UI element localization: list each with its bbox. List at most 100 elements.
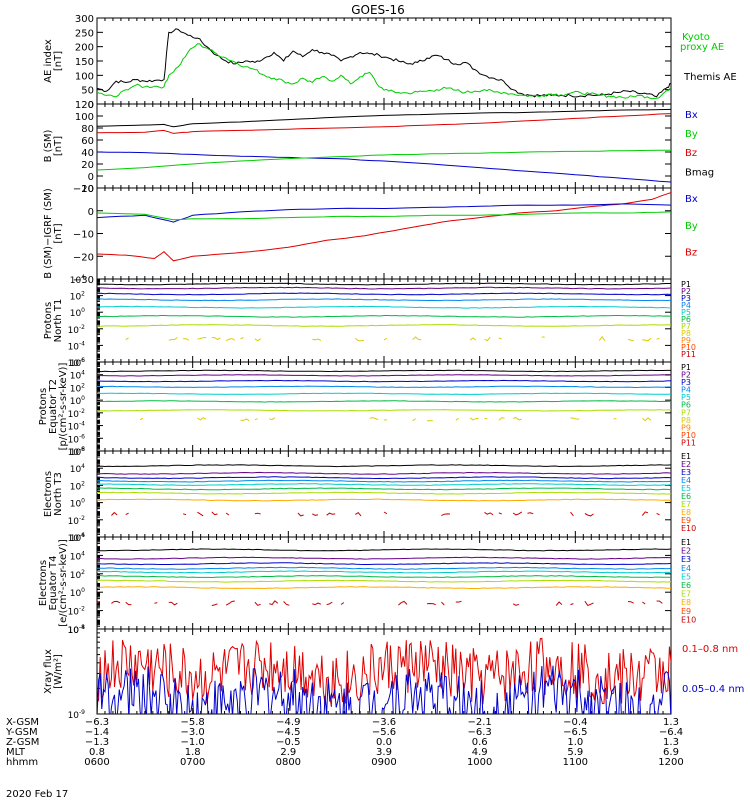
y-axis-title: [e/(cm²-s-sr-keV)] bbox=[58, 539, 69, 627]
series-e10 bbox=[528, 513, 534, 514]
y-tick-label: 300 bbox=[75, 14, 94, 25]
series-e2 bbox=[97, 557, 671, 559]
series-group bbox=[97, 193, 671, 261]
series-e10 bbox=[327, 513, 336, 515]
series-e3 bbox=[97, 477, 671, 479]
y-tick-label: 104 bbox=[70, 370, 85, 382]
y-tick-label: 40 bbox=[81, 148, 94, 159]
series-group bbox=[97, 283, 671, 341]
y-tick-label: 104 bbox=[70, 463, 85, 475]
y-tick-exponent: 6 bbox=[81, 357, 85, 364]
series-p8 bbox=[197, 338, 206, 340]
series-e10 bbox=[154, 603, 157, 604]
y-tick-label: 0 bbox=[88, 172, 94, 183]
series-e4 bbox=[97, 480, 671, 482]
series-p8 bbox=[413, 337, 422, 340]
y-tick-exponent: 4 bbox=[81, 274, 85, 281]
series-e10 bbox=[384, 512, 387, 514]
series-e10 bbox=[657, 601, 663, 603]
y-tick-label: 120 bbox=[75, 100, 94, 111]
series-e10 bbox=[126, 602, 132, 604]
series-e5 bbox=[97, 571, 671, 573]
y-tick-label: 100 bbox=[75, 71, 94, 82]
series-group bbox=[97, 29, 671, 99]
y-tick-label: 102 bbox=[70, 291, 85, 303]
legend-label: Bz bbox=[685, 248, 697, 259]
series-group bbox=[97, 370, 671, 421]
series-p8 bbox=[370, 418, 379, 420]
series-group bbox=[97, 549, 671, 606]
series-e10 bbox=[327, 602, 333, 605]
series-e8 bbox=[97, 587, 671, 589]
series-p5 bbox=[97, 393, 671, 394]
series-group bbox=[97, 109, 671, 182]
series-e10 bbox=[657, 513, 660, 514]
date-label: 2020 Feb 17 bbox=[6, 789, 68, 800]
series-e10 bbox=[341, 603, 344, 605]
series-p8 bbox=[269, 418, 275, 420]
series-p2 bbox=[97, 375, 671, 376]
series-e8 bbox=[97, 499, 671, 501]
y-tick-label: −20 bbox=[73, 252, 94, 263]
x-tick-value: 1200 bbox=[658, 757, 683, 768]
y-tick-label: 0 bbox=[88, 207, 94, 218]
series-e10 bbox=[628, 602, 634, 604]
series-p8 bbox=[355, 338, 364, 341]
series-e10 bbox=[585, 601, 594, 605]
series-e10 bbox=[226, 601, 235, 605]
series-e10 bbox=[571, 604, 574, 605]
series-e10 bbox=[585, 514, 594, 516]
series-e10 bbox=[298, 513, 304, 516]
series-p8 bbox=[513, 418, 522, 420]
series-p4 bbox=[97, 299, 671, 301]
series-e10 bbox=[111, 513, 117, 516]
series-p6 bbox=[97, 401, 671, 402]
y-axis-title: [nT] bbox=[53, 51, 64, 71]
series-p7 bbox=[97, 325, 671, 327]
x-tick-value: 0600 bbox=[84, 757, 109, 768]
series-p8 bbox=[628, 339, 634, 341]
y-tick-label: 100 bbox=[70, 587, 85, 599]
y-tick-label: 106 bbox=[70, 532, 85, 544]
legend-label: Bx bbox=[685, 194, 698, 205]
y-tick-exponent: -8 bbox=[79, 624, 85, 631]
y-tick-exponent: 4 bbox=[81, 463, 85, 470]
series-e10 bbox=[255, 513, 261, 514]
series-e10 bbox=[197, 512, 203, 516]
series-p8 bbox=[126, 338, 129, 340]
series-p8 bbox=[470, 338, 476, 340]
series-bx bbox=[97, 152, 671, 182]
series-p8 bbox=[169, 338, 178, 341]
y-tick-label: 106 bbox=[70, 357, 85, 369]
legend-label: P11 bbox=[681, 438, 696, 447]
legend-label: By bbox=[685, 221, 698, 232]
legend-label: proxy AE bbox=[680, 42, 724, 53]
y-tick-label: 20 bbox=[81, 160, 94, 171]
series-bz bbox=[97, 114, 671, 134]
y-tick-exponent: -2 bbox=[79, 606, 85, 613]
x-tick-value: 0800 bbox=[276, 757, 301, 768]
panel-frame bbox=[97, 537, 671, 629]
series-e10 bbox=[111, 601, 120, 603]
series-group bbox=[97, 465, 671, 516]
y-tick-label: 104 bbox=[70, 550, 85, 562]
series-p8 bbox=[642, 338, 651, 341]
y-tick-label: 10-8 bbox=[68, 624, 86, 636]
series-p8 bbox=[456, 418, 459, 420]
series-p6 bbox=[97, 316, 671, 318]
series-p8 bbox=[499, 338, 502, 339]
series-by bbox=[97, 150, 671, 170]
legend-label: Bmag bbox=[685, 167, 714, 178]
series-e10 bbox=[485, 512, 494, 515]
x-tick-value: 0900 bbox=[371, 757, 396, 768]
y-tick-label: 102 bbox=[70, 569, 85, 581]
series-e10 bbox=[169, 602, 178, 605]
y-tick-label: 60 bbox=[81, 136, 94, 147]
series-e10 bbox=[269, 601, 278, 605]
y-tick-label: 10-9 bbox=[68, 709, 86, 721]
